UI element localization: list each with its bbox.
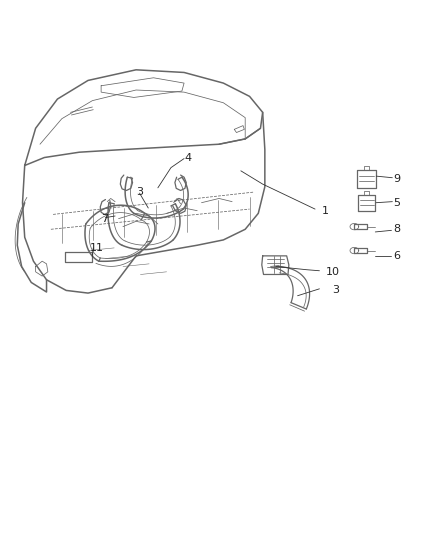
Text: 1: 1: [321, 206, 328, 216]
Text: 8: 8: [394, 224, 401, 235]
Text: 7: 7: [101, 214, 108, 224]
Text: 3: 3: [136, 187, 143, 197]
Text: 10: 10: [326, 267, 340, 277]
Text: 4: 4: [184, 152, 191, 163]
Text: 6: 6: [394, 251, 401, 261]
Text: 9: 9: [394, 174, 401, 184]
Text: 3: 3: [332, 286, 339, 295]
Text: 11: 11: [90, 243, 104, 253]
Text: 5: 5: [394, 198, 401, 208]
